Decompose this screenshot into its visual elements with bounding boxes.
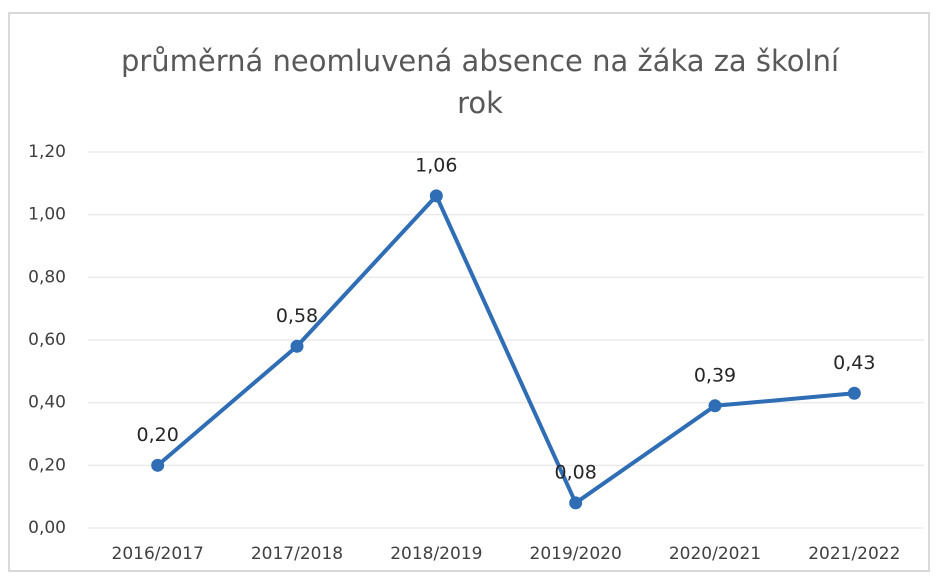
x-tick-label: 2019/2020 xyxy=(530,544,622,564)
data-label: 0,43 xyxy=(833,352,875,374)
x-tick-label: 2021/2022 xyxy=(808,544,900,564)
y-tick-label: 1,20 xyxy=(28,142,66,162)
data-label: 1,06 xyxy=(415,154,457,176)
y-tick-label: 0,40 xyxy=(28,393,66,413)
line xyxy=(156,193,855,505)
point xyxy=(847,386,861,400)
y-tick-label: 0,00 xyxy=(28,518,66,538)
x-tick-label: 2016/2017 xyxy=(112,544,204,564)
point xyxy=(429,189,443,203)
point xyxy=(151,458,165,472)
y-tick-label: 0,80 xyxy=(28,267,66,287)
y-tick-label: 0,20 xyxy=(28,455,66,475)
data-label: 0,39 xyxy=(694,364,736,386)
x-tick-label: 2017/2018 xyxy=(251,544,343,564)
chart-frame xyxy=(8,12,930,572)
data-label: 0,08 xyxy=(555,461,597,483)
y-tick-label: 1,00 xyxy=(28,205,66,225)
point xyxy=(290,339,304,353)
point xyxy=(569,496,583,510)
x-tick-label: 2018/2019 xyxy=(390,544,482,564)
data-label: 0,58 xyxy=(276,305,318,327)
x-tick-label: 2020/2021 xyxy=(669,544,761,564)
chart-title: průměrná neomluvená absence na žáka za š… xyxy=(120,44,840,120)
point xyxy=(708,399,722,413)
data-label: 0,20 xyxy=(137,424,179,446)
y-tick-label: 0,60 xyxy=(28,330,66,350)
